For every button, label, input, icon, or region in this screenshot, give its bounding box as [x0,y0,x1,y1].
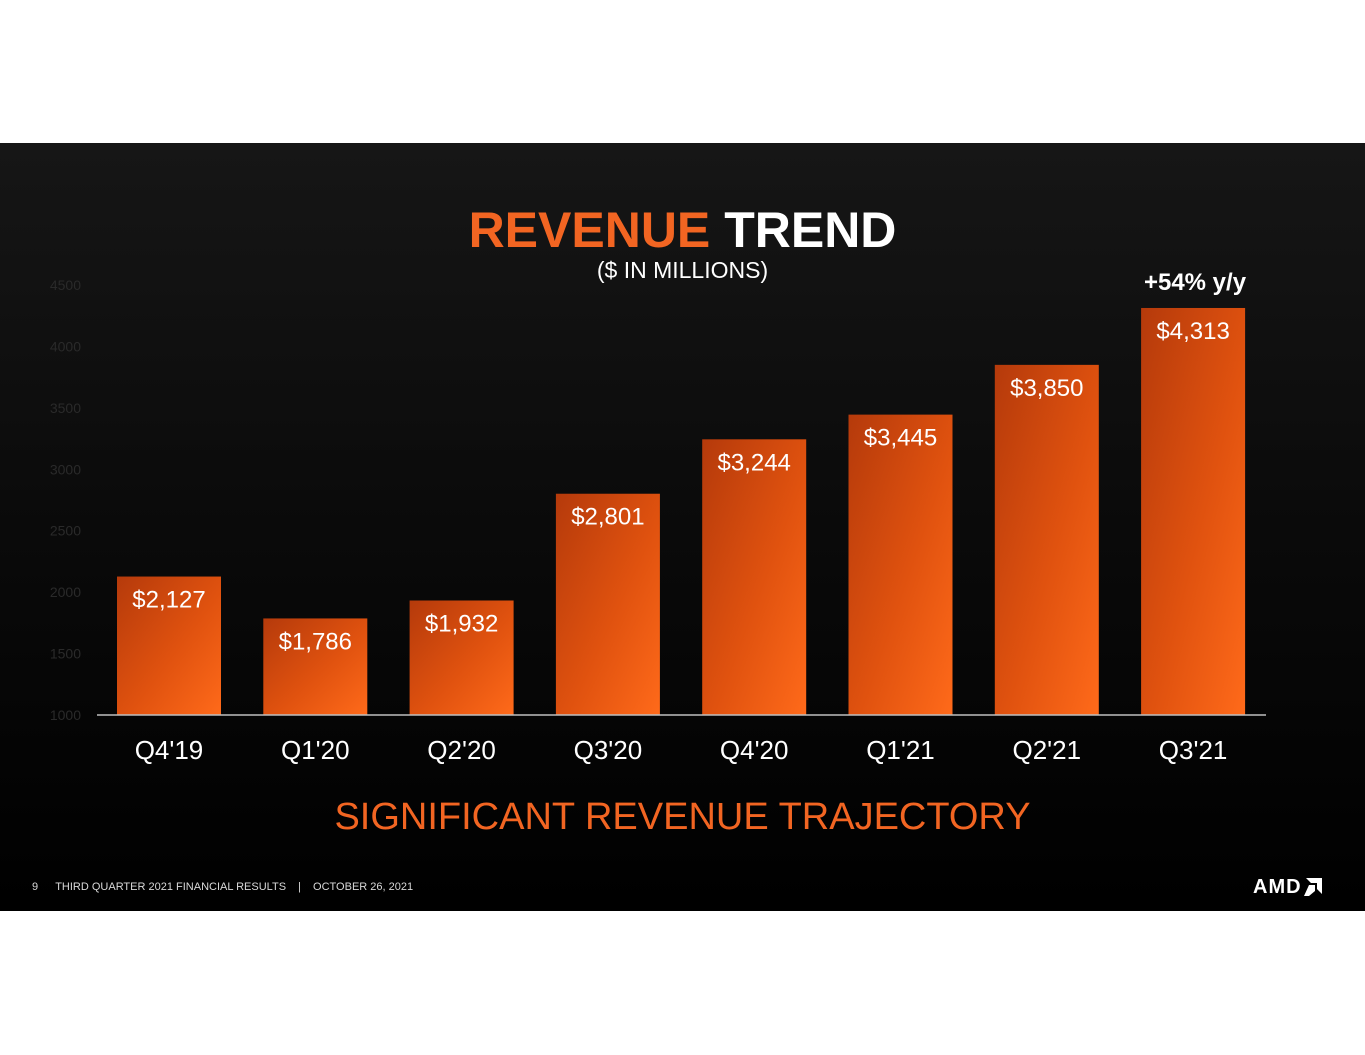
y-tick-label: 1500 [50,646,81,662]
page-number: 9 [32,881,39,893]
y-tick-label: 2000 [50,584,81,600]
deck-date: OCTOBER 26, 2021 [313,881,414,893]
bar-value-label: $2,801 [571,504,644,531]
bar [702,439,807,715]
x-tick-label: Q4'20 [720,735,789,765]
tagline: SIGNIFICANT REVENUE TRAJECTORY [334,796,1031,838]
title-rest: TREND [724,202,897,258]
y-tick-label: 1000 [50,707,81,723]
revenue-bar-chart: 1000 1500 2000 2500 3000 3500 4000 4500 $2,127 $… [50,277,1266,765]
logo-text: AMD [1253,876,1302,898]
y-tick-label: 3000 [50,461,81,477]
x-tick-label: Q3'20 [574,735,643,765]
slide: REVENUE TREND ($ IN MILLIONS) 1000 1500 20… [0,143,1365,911]
bar [994,364,1099,715]
deck-title: THIRD QUARTER 2021 FINANCIAL RESULTS [55,881,287,893]
amd-arrow-icon [1303,878,1322,896]
bar-value-label: $3,850 [1010,375,1083,402]
bar [263,618,368,715]
y-tick-label: 4500 [50,277,81,293]
title-accent: REVENUE [468,202,711,258]
growth-callout: +54% y/y [1143,269,1247,296]
bar [848,414,953,715]
x-tick-label: Q1'21 [866,735,935,765]
bar-value-label: $3,244 [717,449,790,476]
y-tick-label: 3500 [50,400,81,416]
bar-value-label: $2,127 [132,587,205,614]
amd-logo: AMD [1253,876,1322,898]
footer-separator: | [298,881,301,893]
bar-value-label: $4,313 [1156,318,1229,345]
x-tick-label: Q2'20 [427,735,496,765]
footer: 9 THIRD QUARTER 2021 FINANCIAL RESULTS |… [32,880,413,894]
y-tick-label: 4000 [50,338,81,354]
x-tick-label: Q1'20 [281,735,350,765]
bar [555,493,660,715]
chart-subtitle: ($ IN MILLIONS) [596,257,769,283]
bar-value-label: $3,445 [864,425,937,452]
x-tick-label: Q2'21 [1013,735,1082,765]
y-tick-label: 2500 [50,523,81,539]
x-tick-label: Q3'21 [1159,735,1228,765]
bar [409,600,514,715]
bar-value-label: $1,932 [425,610,498,637]
bar [1141,307,1246,715]
x-tick-label: Q4'19 [135,735,204,765]
chart-title: REVENUE TREND [0,203,1365,257]
bar [117,576,221,715]
bar-value-label: $1,786 [279,628,352,655]
